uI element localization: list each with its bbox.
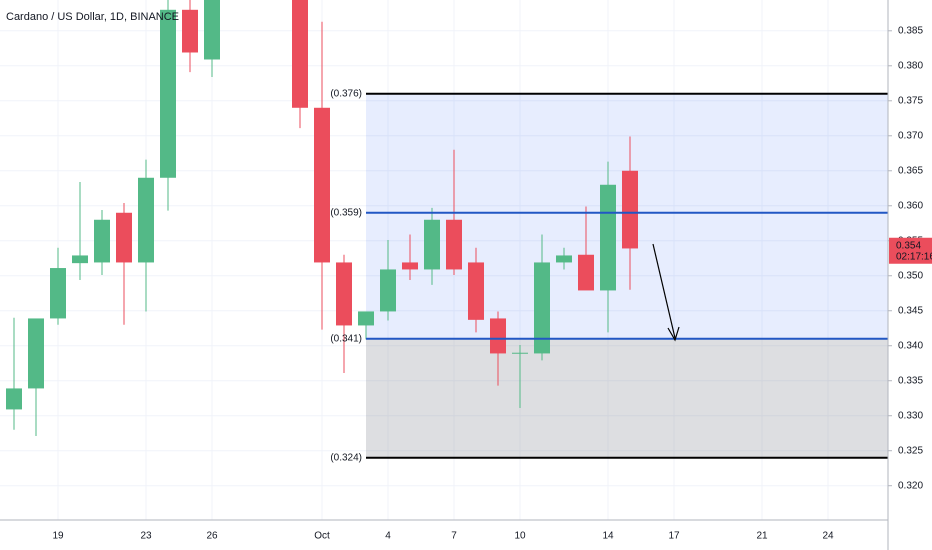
candle-body [402,262,418,270]
y-tick-label: 0.330 [898,410,923,421]
candle-body [358,311,374,326]
candle-body [72,255,88,264]
y-tick-label: 0.320 [898,480,923,491]
candle-body [94,219,110,263]
last-price-tag [889,237,932,264]
candles [6,0,638,437]
candle-body [468,262,484,320]
level-label: (0.324) [330,452,362,463]
axes: 0.3200.3250.3300.3350.3400.3450.3500.355… [52,25,932,542]
zone [366,338,888,458]
level-label: (0.359) [330,207,362,218]
level-label: (0.341) [330,333,362,344]
y-tick-label: 0.385 [898,25,923,36]
countdown-label: 02:17:16 [896,251,932,262]
candle-body [160,9,176,178]
levels: (0.376) (0.359) (0.341) (0.324) [330,88,888,463]
chart-title: Cardano / US Dollar, 1D, BINANCE [6,11,179,23]
y-tick-label: 0.350 [898,270,923,281]
candle-body [490,318,506,354]
y-tick-label: 0.340 [898,340,923,351]
y-tick-label: 0.370 [898,130,923,141]
arrow [652,243,676,339]
y-tick-label: 0.335 [898,375,923,386]
candle-body [204,0,220,60]
candle-body [424,219,440,270]
x-tick-label: 4 [385,531,391,542]
candle-body [534,262,550,354]
x-tick-label: 10 [514,531,526,542]
x-tick-label: 7 [451,531,457,542]
candle-body [578,254,594,291]
candle-body [556,255,572,263]
candle-body [512,352,528,354]
candle-body [380,269,396,312]
candle-body [622,170,638,249]
level-label: (0.376) [330,88,362,99]
candle-body [116,212,132,263]
x-tick-label: 21 [756,531,768,542]
y-tick-label: 0.360 [898,200,923,211]
x-tick-label: 17 [668,531,680,542]
y-tick-label: 0.375 [898,95,923,106]
x-tick-label: Oct [314,531,330,542]
y-tick-label: 0.380 [898,60,923,71]
arrow-head [667,326,680,342]
y-tick-label: 0.365 [898,165,923,176]
candle-body [314,107,330,263]
x-tick-label: 19 [52,531,64,542]
x-tick-label: 23 [140,531,152,542]
candle-body [6,388,22,410]
x-tick-label: 14 [602,531,614,542]
candle-body [138,177,154,263]
zones [366,93,888,458]
last-price-label: 0.354 [896,240,921,251]
x-tick-label: 26 [206,531,218,542]
candle-body [446,219,462,270]
y-tick-label: 0.325 [898,445,923,456]
candle-body [28,318,44,389]
candle-body [336,262,352,326]
candle-body [182,9,198,53]
x-tick-label: 24 [822,531,834,542]
candle-body [600,184,616,291]
y-tick-label: 0.345 [898,305,923,316]
candle-body [292,0,308,108]
candle-body [50,268,66,319]
